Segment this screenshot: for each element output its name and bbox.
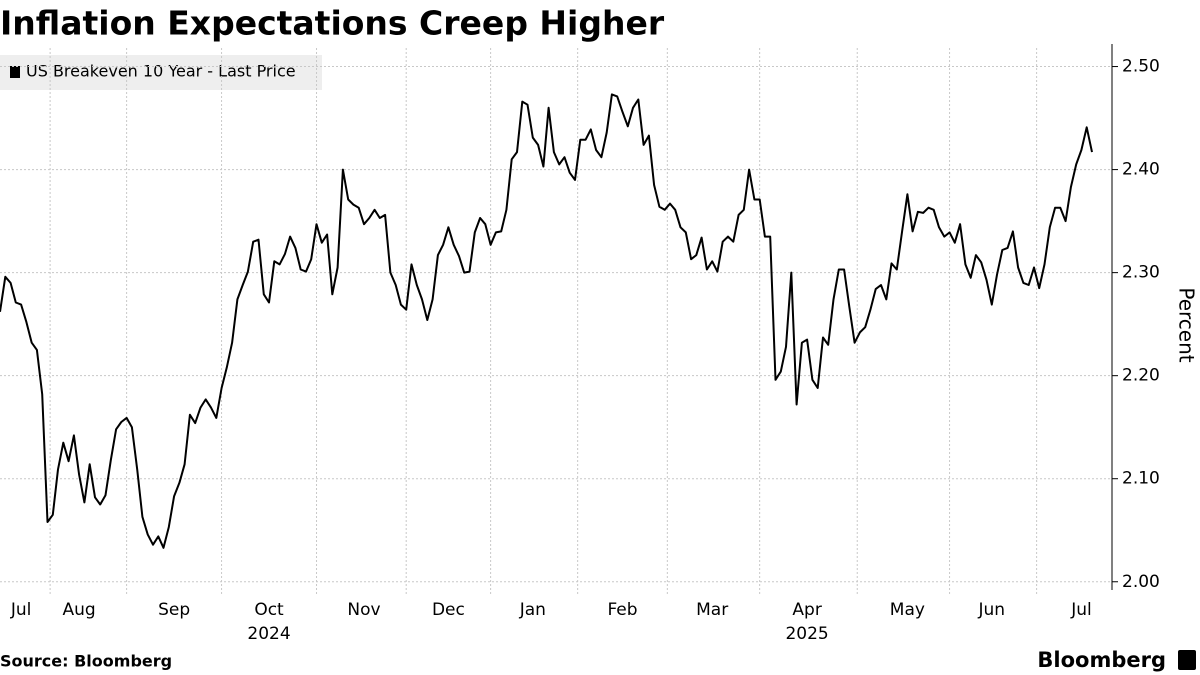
y-tick-label: 2.30 (1122, 263, 1160, 283)
x-tick-label: Aug (63, 600, 96, 620)
x-tick-label: Apr (792, 600, 821, 620)
y-tick-label: 2.40 (1122, 160, 1160, 180)
y-tick-label: 2.20 (1122, 366, 1160, 386)
brand-icon (1178, 650, 1196, 670)
x-tick-label: May (890, 600, 925, 620)
x-tick-label: Sep (158, 600, 190, 620)
legend-label: US Breakeven 10 Year - Last Price (26, 62, 296, 81)
x-tick-label: Nov (347, 600, 380, 620)
brand: Bloomberg (1037, 648, 1166, 672)
x-tick-label: Feb (607, 600, 637, 620)
x-tick-label: Jan (519, 600, 546, 620)
source: Source: Bloomberg (0, 652, 172, 671)
x-tick-label: Jul (1070, 600, 1092, 620)
y-tick-label: 2.00 (1122, 572, 1160, 592)
y-axis-label: Percent (1175, 287, 1199, 362)
chart-title: Inflation Expectations Creep Higher (0, 4, 665, 43)
x-year-label: 2025 (785, 624, 828, 644)
legend-box (0, 55, 322, 90)
x-tick-label: Mar (696, 600, 728, 620)
y-tick-label: 2.50 (1122, 57, 1160, 77)
legend-swatch (10, 66, 20, 78)
x-tick-label: Dec (432, 600, 465, 620)
x-year-label: 2024 (247, 624, 290, 644)
x-tick-label: Oct (254, 600, 284, 620)
x-tick-label: Jun (977, 600, 1005, 620)
series-line (0, 93, 1093, 549)
x-tick-label: Jul (10, 600, 32, 620)
y-tick-label: 2.10 (1122, 469, 1160, 489)
